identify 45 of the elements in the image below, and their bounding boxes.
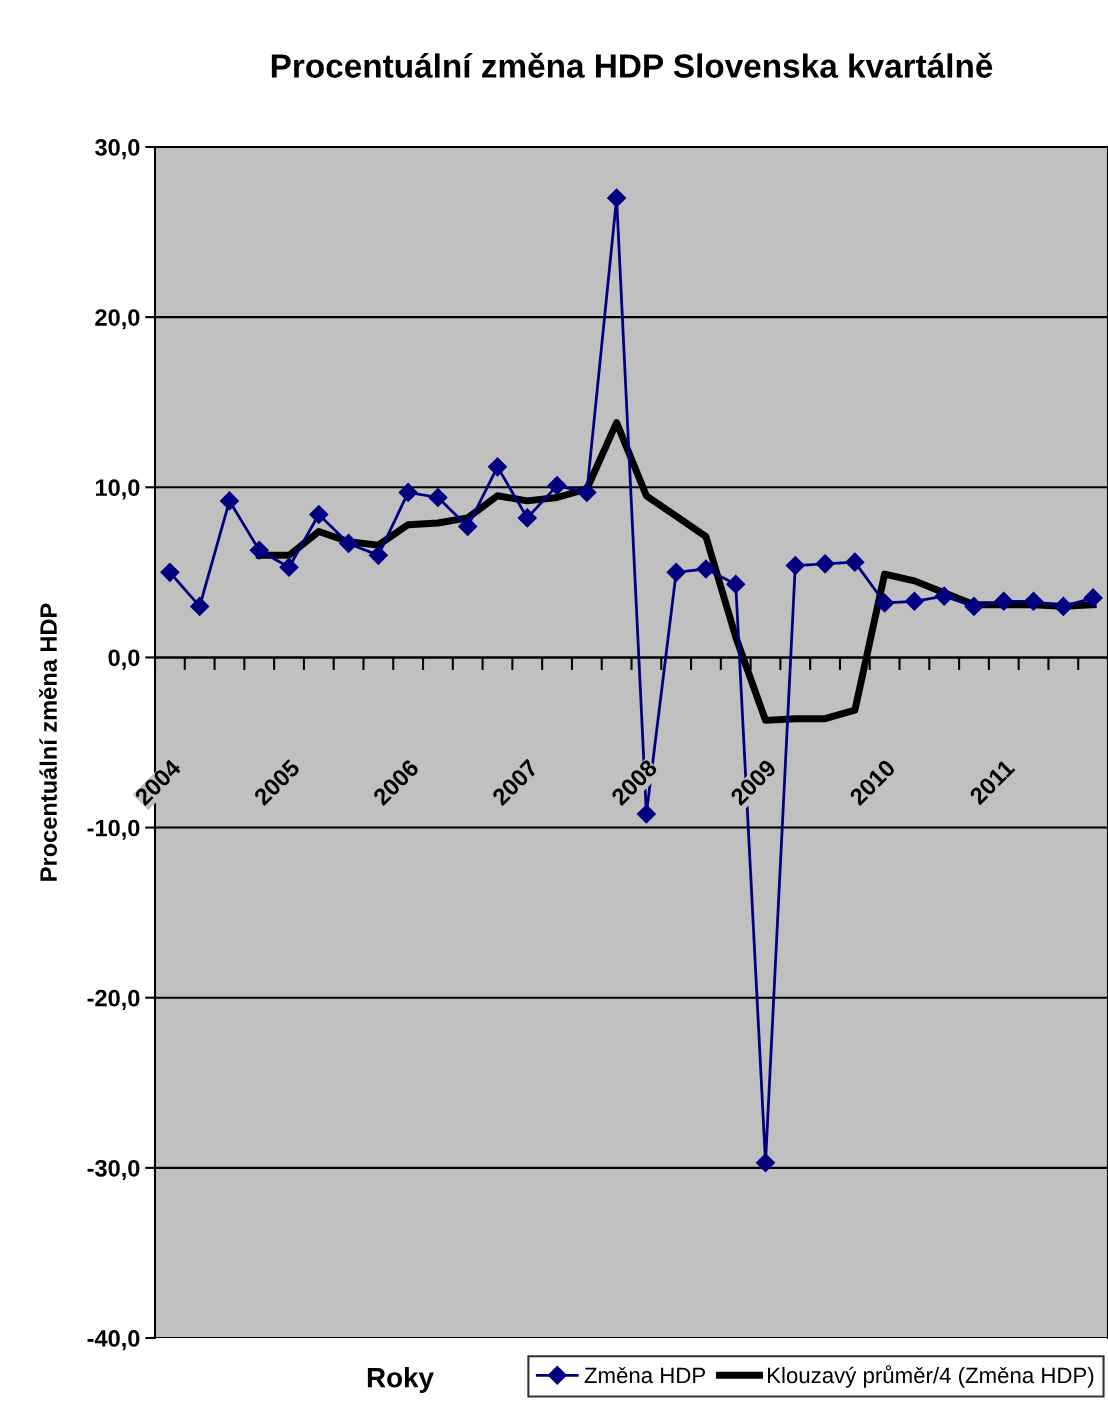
point bbox=[190, 596, 210, 616]
point bbox=[934, 586, 954, 606]
point bbox=[755, 1153, 776, 1173]
point bbox=[428, 487, 448, 508]
point bbox=[368, 545, 388, 565]
point bbox=[815, 554, 835, 574]
point bbox=[964, 596, 984, 616]
point bbox=[547, 476, 567, 496]
point bbox=[398, 482, 418, 502]
point bbox=[339, 533, 359, 553]
point bbox=[994, 591, 1014, 611]
point bbox=[696, 559, 716, 579]
point bbox=[785, 556, 805, 576]
point bbox=[1083, 588, 1103, 608]
y-tick-label: -40,0 bbox=[87, 1330, 140, 1351]
point bbox=[249, 540, 269, 560]
x-axis-title: Roky bbox=[367, 1367, 434, 1393]
point bbox=[666, 562, 686, 582]
point bbox=[309, 504, 329, 525]
point bbox=[160, 562, 180, 582]
chart-title: Procentuální změna HDP Slovenska kvartálně bbox=[271, 52, 993, 78]
point bbox=[845, 552, 865, 572]
y-tick-label: 0,0 bbox=[108, 649, 140, 670]
point bbox=[1053, 596, 1073, 616]
point bbox=[1024, 591, 1044, 611]
point bbox=[875, 593, 895, 613]
point bbox=[219, 491, 239, 511]
point bbox=[607, 188, 627, 208]
y-tick-label: 30,0 bbox=[95, 139, 140, 160]
point bbox=[636, 804, 656, 824]
point bbox=[279, 557, 299, 577]
y-tick-label: 10,0 bbox=[95, 479, 140, 500]
point bbox=[487, 457, 508, 477]
point bbox=[458, 516, 478, 536]
point bbox=[577, 482, 597, 502]
y-tick-label: 20,0 bbox=[95, 309, 140, 330]
y-axis-title: Procentuální změna HDP bbox=[39, 603, 57, 881]
point bbox=[726, 574, 746, 594]
point bbox=[517, 508, 537, 528]
y-tick-label: -10,0 bbox=[87, 819, 140, 840]
y-tick-label: -30,0 bbox=[87, 1159, 140, 1181]
y-tick-label: -20,0 bbox=[87, 989, 140, 1010]
point bbox=[904, 591, 924, 611]
legend-label: Změna HDP bbox=[584, 1366, 706, 1384]
legend-label: Klouzavý průměr/4 (Změna HDP) bbox=[768, 1365, 1094, 1388]
